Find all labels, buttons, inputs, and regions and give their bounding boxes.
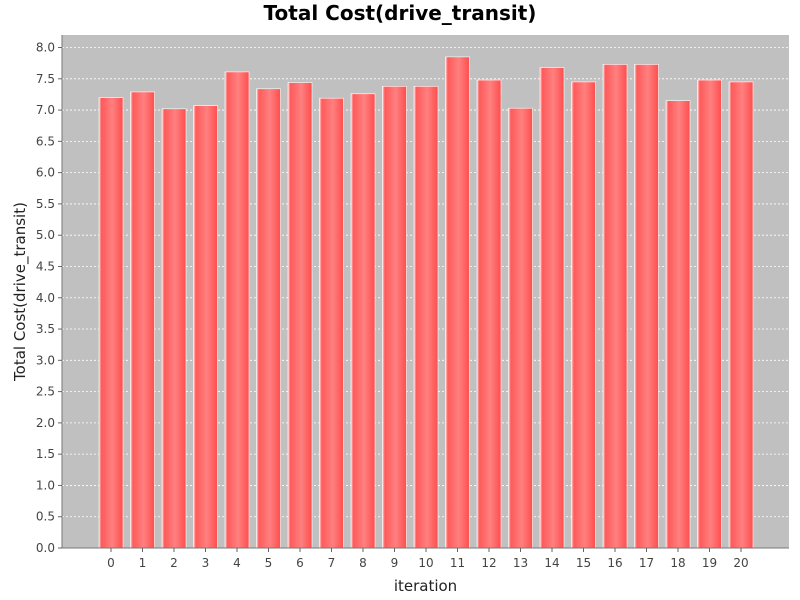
bar — [602, 64, 628, 549]
y-tick-label: 7.5 — [36, 72, 55, 86]
bar — [571, 81, 596, 549]
y-tick-label: 2.0 — [36, 416, 55, 430]
x-tick-label: 6 — [296, 556, 304, 570]
bar — [665, 100, 691, 549]
y-axis-label: Total Cost(drive_transit) — [11, 202, 30, 382]
x-tick-label: 16 — [607, 556, 622, 570]
x-tick-label: 9 — [391, 556, 399, 570]
x-tick-label: 18 — [670, 556, 685, 570]
bar — [256, 88, 281, 549]
bar — [161, 108, 187, 549]
x-tick-label: 10 — [418, 556, 433, 570]
bar — [634, 64, 659, 549]
bar — [98, 97, 124, 549]
y-tick-label: 6.0 — [36, 166, 55, 180]
y-tick-label: 0.5 — [36, 510, 55, 524]
y-tick-label: 2.5 — [36, 385, 55, 399]
x-tick-label: 4 — [233, 556, 241, 570]
x-tick-label: 15 — [576, 556, 591, 570]
y-tick-label: 5.0 — [36, 228, 55, 242]
y-tick-label: 3.5 — [36, 322, 55, 336]
x-tick-label: 17 — [639, 556, 654, 570]
bar — [382, 86, 407, 549]
bar — [697, 79, 722, 549]
x-tick-label: 13 — [513, 556, 528, 570]
bar — [413, 86, 439, 549]
y-tick-label: 3.0 — [36, 353, 55, 367]
x-tick-label: 1 — [139, 556, 147, 570]
bar — [319, 97, 344, 549]
bar — [539, 67, 565, 549]
bar — [287, 82, 313, 549]
bar — [350, 93, 376, 549]
y-tick-label: 1.5 — [36, 447, 55, 461]
x-tick-label: 0 — [107, 556, 115, 570]
x-tick-label: 11 — [450, 556, 465, 570]
x-tick-label: 12 — [481, 556, 496, 570]
y-axis-ticks: 0.0 0.5 1.0 1.5 2.0 2.5 3.0 3.5 4.0 4.5 5.0 5.5 6.0 6… — [36, 41, 62, 555]
chart-title: Total Cost(drive_transit) — [263, 1, 537, 25]
bar — [508, 107, 533, 549]
bar — [445, 56, 470, 549]
x-tick-label: 3 — [202, 556, 210, 570]
x-tick-label: 19 — [702, 556, 717, 570]
y-tick-label: 0.0 — [36, 541, 55, 555]
y-tick-label: 1.0 — [36, 478, 55, 492]
y-tick-label: 5.5 — [36, 197, 55, 211]
x-tick-label: 7 — [328, 556, 336, 570]
x-axis-ticks: 0 1 2 3 4 5 6 7 8 9 10 11 12 13 14 15 16 17 18 19 20 — [107, 548, 749, 570]
bar — [728, 81, 754, 549]
y-tick-label: 4.0 — [36, 291, 55, 305]
y-tick-label: 8.0 — [36, 41, 55, 55]
x-tick-label: 5 — [265, 556, 273, 570]
x-tick-label: 2 — [170, 556, 178, 570]
bars — [98, 56, 754, 549]
x-tick-label: 8 — [359, 556, 367, 570]
bar — [476, 79, 502, 549]
y-tick-label: 4.5 — [36, 259, 55, 273]
x-axis-label: iteration — [394, 577, 457, 595]
bar — [224, 71, 250, 549]
x-tick-label: 14 — [544, 556, 559, 570]
x-tick-label: 20 — [733, 556, 748, 570]
bar — [130, 91, 155, 549]
y-tick-label: 6.5 — [36, 134, 55, 148]
y-tick-label: 7.0 — [36, 103, 55, 117]
bar — [193, 105, 218, 549]
